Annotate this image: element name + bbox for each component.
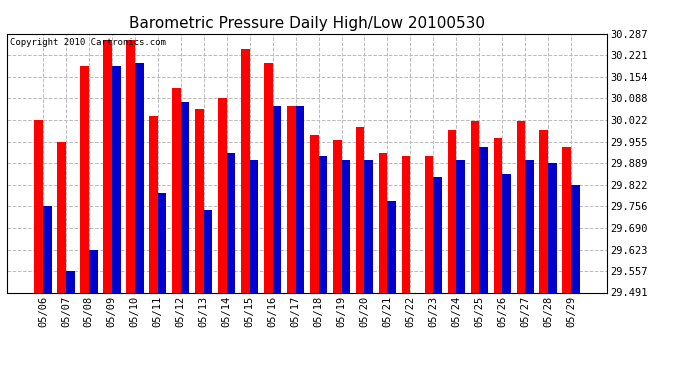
Bar [204, 210, 213, 292]
Bar [218, 98, 226, 292]
Bar [34, 120, 43, 292]
Bar [525, 159, 534, 292]
Bar [333, 140, 342, 292]
Bar [158, 193, 166, 292]
Bar [135, 63, 144, 292]
Bar [57, 142, 66, 292]
Bar [402, 156, 411, 292]
Bar [295, 106, 304, 292]
Bar [264, 63, 273, 292]
Bar [43, 206, 52, 292]
Bar [562, 147, 571, 292]
Bar [241, 49, 250, 292]
Bar [540, 130, 549, 292]
Bar [149, 116, 158, 292]
Bar [471, 120, 480, 292]
Bar [571, 185, 580, 292]
Bar [181, 102, 190, 292]
Bar [195, 109, 204, 292]
Bar [549, 163, 557, 292]
Bar [273, 106, 282, 292]
Bar [310, 135, 319, 292]
Bar [364, 159, 373, 292]
Bar [287, 106, 295, 292]
Bar [379, 153, 388, 292]
Bar [517, 120, 525, 292]
Bar [250, 159, 258, 292]
Bar [424, 156, 433, 292]
Bar [456, 159, 465, 292]
Bar [172, 88, 181, 292]
Bar [226, 153, 235, 292]
Bar [342, 159, 351, 292]
Bar [319, 156, 327, 292]
Title: Barometric Pressure Daily High/Low 20100530: Barometric Pressure Daily High/Low 20100… [129, 16, 485, 31]
Bar [89, 250, 97, 292]
Bar [433, 177, 442, 292]
Bar [103, 40, 112, 292]
Bar [356, 127, 364, 292]
Bar [493, 138, 502, 292]
Bar [126, 40, 135, 292]
Bar [66, 271, 75, 292]
Bar [448, 130, 456, 292]
Bar [388, 201, 396, 292]
Bar [502, 174, 511, 292]
Text: Copyright 2010 Cartronics.com: Copyright 2010 Cartronics.com [10, 38, 166, 46]
Bar [80, 66, 89, 292]
Bar [112, 66, 121, 292]
Bar [480, 147, 488, 292]
